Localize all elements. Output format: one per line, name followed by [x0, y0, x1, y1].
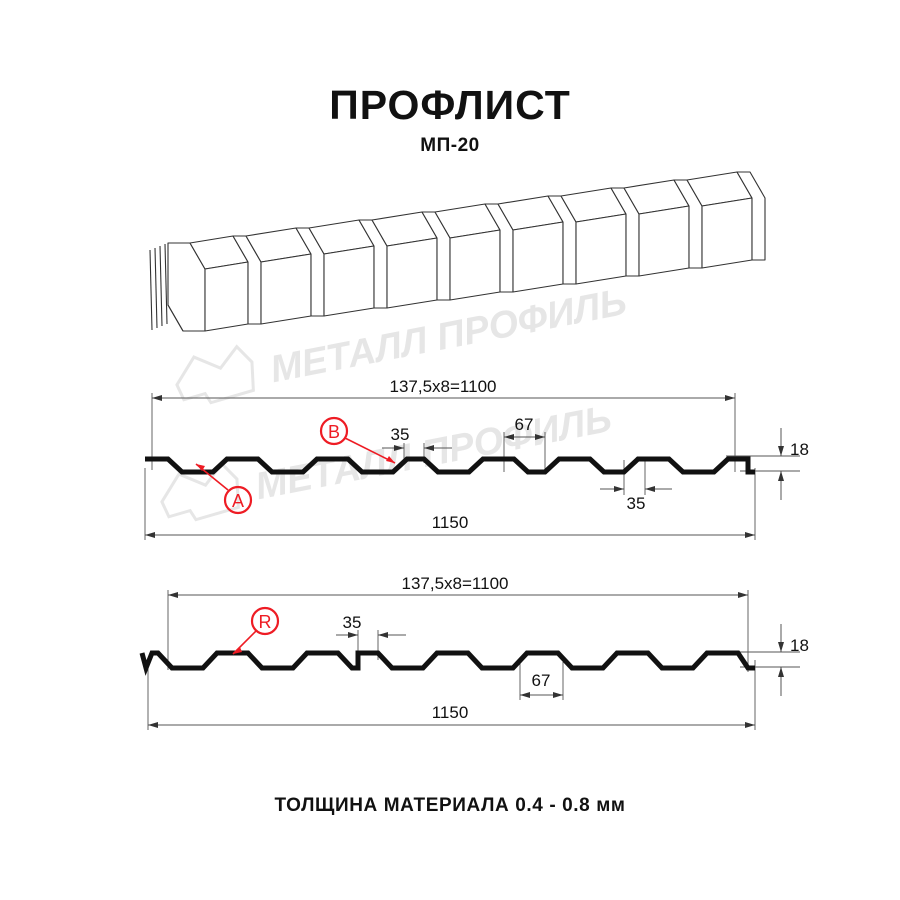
dim-label-overall-pitch-bottom: 137,5х8=1100: [402, 574, 509, 593]
dim-crest-width-top: 35: [382, 425, 452, 451]
section-top-view: 137,5х8=1100 35 67: [144, 377, 809, 540]
dim-label-valley-pitch-bottom: 67: [532, 671, 551, 690]
dim-height-top: 18: [778, 428, 809, 500]
dim-valley-pitch-bottom: 67: [520, 671, 563, 698]
watermark-logo-icon: [160, 461, 240, 522]
callout-r-label: R: [259, 612, 272, 632]
dim-label-crest-width-bottom: 35: [343, 613, 362, 632]
dim-label-crest-width: 35: [391, 425, 410, 444]
dim-overall-pitch-bottom: 137,5х8=1100: [168, 574, 748, 598]
dim-height-bottom: 18: [778, 624, 809, 696]
dim-label-valley-width: 35: [627, 494, 646, 513]
material-thickness-note: ТОЛЩИНА МАТЕРИАЛА 0.4 - 0.8 мм: [274, 795, 626, 816]
watermark-text: МЕТАЛЛ ПРОФИЛЬ: [252, 398, 615, 508]
dim-label-height-bottom: 18: [790, 636, 809, 655]
callout-r: R: [232, 606, 280, 655]
dim-label-height: 18: [790, 440, 809, 459]
iso-left-edge: [149, 243, 168, 331]
watermark-logo-icon: [175, 344, 255, 405]
dim-valley-width-top: 35: [600, 486, 672, 513]
model-code: МП-20: [420, 135, 480, 156]
dim-label-valley-pitch: 67: [515, 415, 534, 434]
profile-section-bottom: [139, 650, 755, 676]
iso-corrugations: [167, 171, 766, 332]
page-title: ПРОФЛИСТ: [329, 82, 571, 128]
isometric-view: [149, 171, 766, 332]
dim-label-total-width-bottom: 1150: [432, 703, 469, 722]
section-bottom-view: 137,5х8=1100 35 67: [139, 574, 809, 730]
callout-a: A: [195, 463, 253, 515]
callout-b-label: B: [328, 422, 340, 442]
dim-valley-pitch-top: 67: [504, 415, 545, 440]
dim-overall-pitch-top: 137,5х8=1100: [152, 377, 735, 401]
iso-bottom-edge: [167, 304, 184, 332]
callout-a-circle: [223, 485, 253, 515]
callout-r-circle: [250, 606, 280, 636]
callout-b-circle: [319, 416, 349, 446]
dim-total-width-top: 1150: [145, 513, 755, 538]
profile-section-top: [145, 456, 755, 475]
dim-crest-width-bottom: 35: [336, 613, 406, 638]
dim-label-overall-pitch: 137,5х8=1100: [390, 377, 497, 396]
callout-a-label: A: [232, 491, 244, 511]
callout-b: B: [319, 416, 396, 464]
dim-label-total-width: 1150: [432, 513, 469, 532]
dim-total-width-bottom: 1150: [148, 703, 755, 728]
